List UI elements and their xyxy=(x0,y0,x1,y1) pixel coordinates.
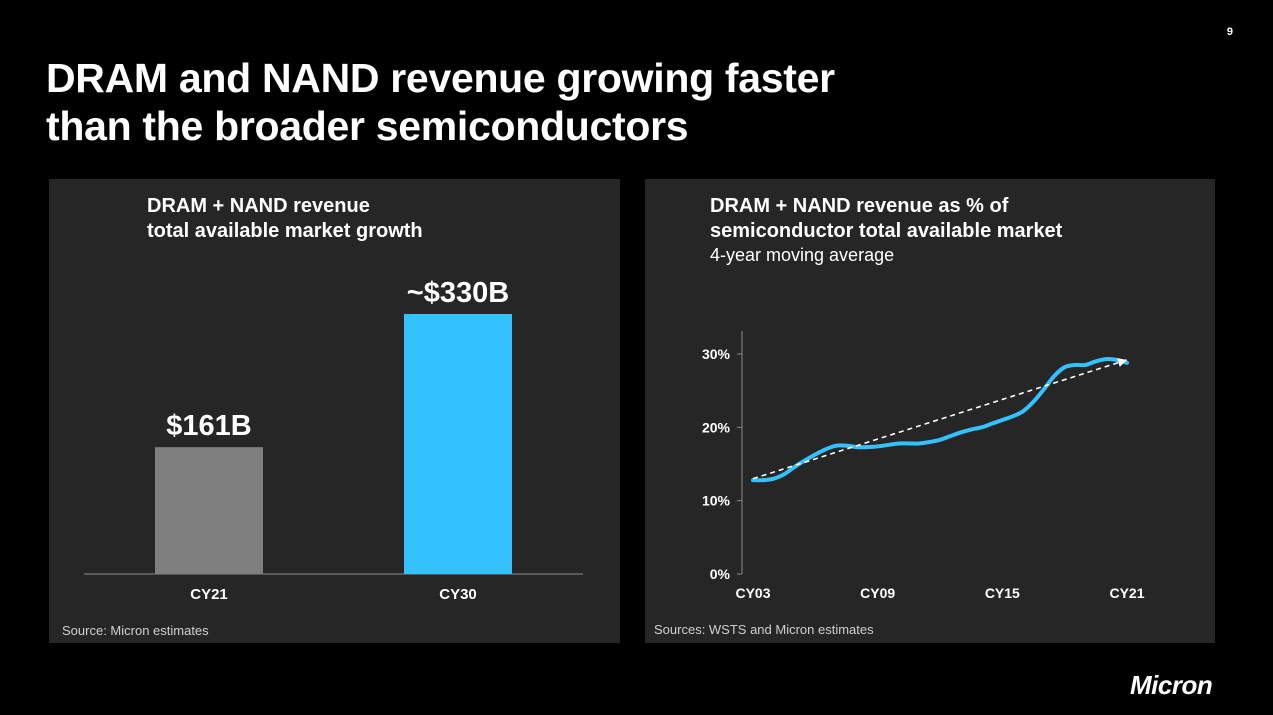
dram-nand-share-line xyxy=(751,357,1129,483)
line-chart-title: DRAM + NAND revenue as % of semiconducto… xyxy=(710,194,1062,244)
x-tick-label: CY21 xyxy=(1109,585,1144,601)
bar-value-label: $161B xyxy=(166,410,251,442)
bar-cy21 xyxy=(155,447,263,574)
bar-chart-title: DRAM + NAND revenue total available mark… xyxy=(147,194,423,244)
slide-title-line-2: than the broader semiconductors xyxy=(46,103,689,149)
bar-chart-title-line-1: DRAM + NAND revenue xyxy=(147,195,370,217)
bar-category-label: CY21 xyxy=(190,586,228,603)
trend-arrowhead xyxy=(1117,358,1127,367)
line-chart-title-line-2: semiconductor total available market xyxy=(710,220,1063,242)
x-tick-label: CY09 xyxy=(860,585,895,601)
bar-chart-title-line-2: total available market growth xyxy=(147,220,423,242)
bar-value-label: ~$330B xyxy=(407,277,509,309)
bar-chart: $161B CY21 ~$330B CY30 xyxy=(84,277,583,603)
bar-chart-source: Source: Micron estimates xyxy=(62,623,209,638)
bar-cy30 xyxy=(404,314,512,574)
micron-logo: Micron xyxy=(1130,670,1213,700)
y-tick-label: 20% xyxy=(702,419,731,435)
bar-category-label: CY30 xyxy=(439,586,477,603)
share-of-semi-panel: DRAM + NAND revenue as % of semiconducto… xyxy=(645,179,1215,643)
line-chart-subtitle: 4-year moving average xyxy=(710,245,895,265)
line-chart-source: Sources: WSTS and Micron estimates xyxy=(654,622,874,637)
y-tick-label: 10% xyxy=(702,493,731,509)
trend-line-dashed xyxy=(752,359,1128,480)
tam-growth-panel: DRAM + NAND revenue total available mark… xyxy=(49,179,620,643)
page-number: 9 xyxy=(1226,26,1233,38)
x-tick-label: CY03 xyxy=(735,585,770,601)
y-tick-label: 0% xyxy=(710,566,731,582)
line-chart: 0% 10% 20% 30% CY03 CY09 CY15 CY21 xyxy=(702,331,1145,601)
slide-title-line-1: DRAM and NAND revenue growing faster xyxy=(46,55,835,101)
slide-title: DRAM and NAND revenue growing faster tha… xyxy=(46,54,1046,150)
x-tick-label: CY15 xyxy=(985,585,1020,601)
line-chart-title-line-1: DRAM + NAND revenue as % of xyxy=(710,195,1009,217)
y-tick-label: 30% xyxy=(702,346,731,362)
